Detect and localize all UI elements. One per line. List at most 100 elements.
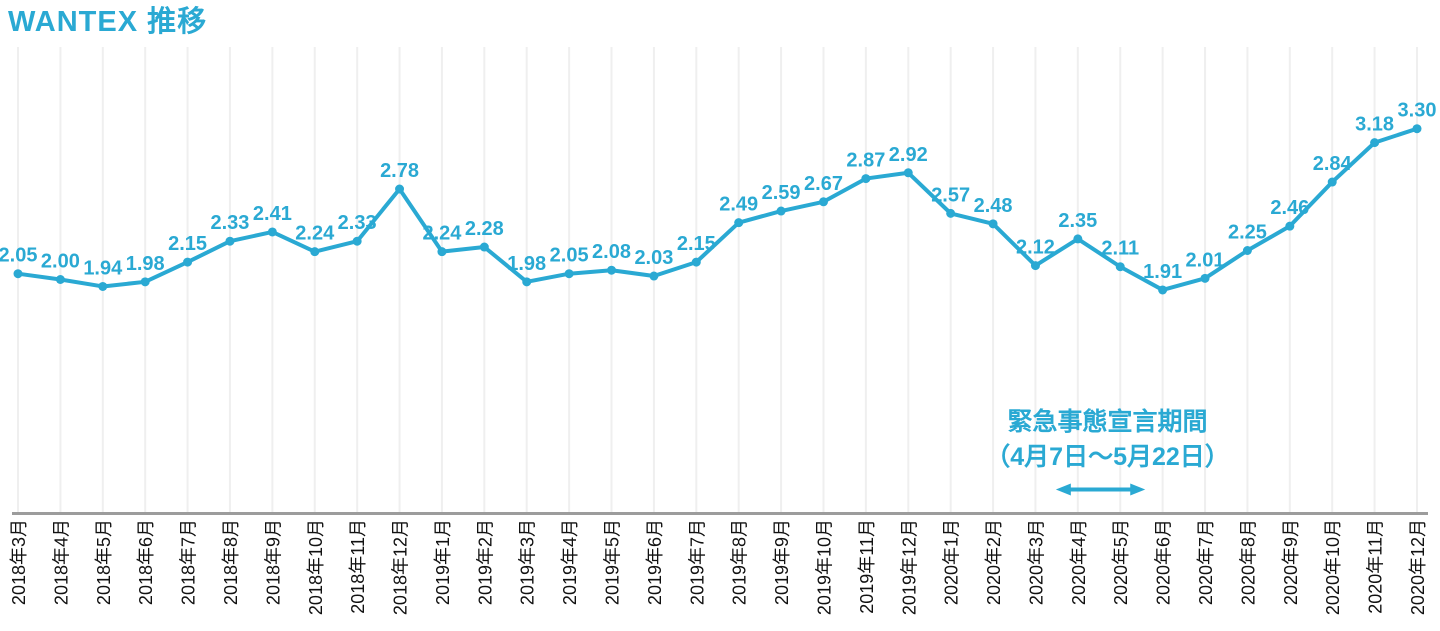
data-point: [395, 184, 405, 194]
data-point-label: 2.92: [889, 144, 928, 166]
data-point: [649, 271, 659, 281]
x-axis-label: 2019年7月: [687, 519, 707, 605]
data-point: [1370, 138, 1380, 148]
x-axis-label: 2018年7月: [179, 519, 199, 605]
x-axis-label: 2020年7月: [1196, 519, 1216, 605]
x-axis-label: 2019年4月: [560, 519, 580, 605]
data-point-label: 2.48: [974, 195, 1013, 217]
x-axis-label: 2019年8月: [730, 519, 750, 605]
data-point-label: 2.12: [1016, 237, 1055, 259]
data-point: [1285, 221, 1295, 231]
data-point-label: 1.98: [126, 253, 165, 275]
data-point: [1200, 273, 1210, 283]
data-point: [225, 236, 235, 246]
data-point: [861, 174, 871, 184]
data-point: [183, 257, 193, 267]
x-axis-label: 2018年10月: [306, 519, 326, 615]
data-point-label: 2.05: [550, 245, 589, 267]
data-point: [776, 206, 786, 216]
data-point-label: 2.41: [253, 203, 292, 225]
x-axis-label: 2020年12月: [1408, 519, 1428, 615]
x-axis-label: 2019年10月: [814, 519, 834, 615]
data-point: [479, 242, 489, 252]
data-point-label: 2.87: [846, 150, 885, 172]
data-point: [607, 265, 617, 275]
data-point-label: 2.33: [211, 212, 250, 234]
trend-line: [16, 126, 1419, 292]
data-point: [1242, 246, 1252, 255]
data-point-label: 2.67: [804, 173, 843, 195]
data-point: [818, 197, 828, 207]
data-point-label: 2.08: [592, 241, 631, 263]
data-point-label: 2.57: [931, 184, 970, 206]
data-point: [1327, 177, 1337, 187]
data-point-label: 2.15: [168, 233, 207, 255]
annotation-arrow-left-head: [1055, 483, 1071, 496]
data-point-label: 3.18: [1355, 114, 1394, 136]
data-point-label: 2.84: [1313, 153, 1353, 175]
x-axis-label: 2018年3月: [9, 519, 29, 605]
data-point: [564, 269, 574, 279]
data-point-label: 2.33: [338, 212, 377, 234]
x-axis-label: 2019年3月: [518, 519, 538, 605]
data-point: [691, 257, 701, 267]
data-point: [1030, 261, 1040, 271]
x-axis-label: 2019年12月: [899, 519, 919, 615]
data-point: [140, 277, 150, 287]
x-axis-label: 2020年2月: [984, 519, 1004, 605]
x-axis-label: 2020年8月: [1238, 519, 1258, 605]
data-point: [310, 247, 320, 257]
x-axis-label: 2020年1月: [942, 519, 962, 605]
annotation-arrow-right-head: [1130, 483, 1146, 496]
x-axis-label: 2018年12月: [391, 519, 411, 615]
annotation-line2: （4月7日〜5月22日）: [985, 442, 1230, 471]
data-point: [1115, 262, 1125, 272]
data-point-label: 2.35: [1058, 210, 1097, 232]
x-axis-label: 2019年9月: [772, 519, 792, 605]
x-axis-label: 2019年1月: [433, 519, 453, 605]
data-point-label: 1.94: [83, 257, 123, 279]
data-point: [903, 168, 913, 178]
x-axis-label: 2020年4月: [1069, 519, 1089, 605]
data-point-label: 2.05: [0, 245, 37, 267]
data-point-label: 2.46: [1270, 197, 1309, 219]
data-point-label: 2.25: [1228, 222, 1267, 244]
x-axis-label: 2018年6月: [136, 519, 156, 605]
x-axis-label: 2019年6月: [645, 519, 665, 605]
data-point: [734, 218, 744, 228]
data-point: [1412, 124, 1422, 134]
data-point-label: 2.11: [1101, 238, 1139, 260]
data-point: [13, 269, 23, 279]
data-point-label: 1.91: [1143, 261, 1182, 283]
x-axis-label: 2019年11月: [857, 519, 877, 614]
data-point-label: 2.01: [1186, 249, 1225, 271]
x-axis-label: 2019年2月: [475, 519, 495, 605]
x-axis-label: 2018年8月: [221, 519, 241, 605]
data-point: [1158, 285, 1168, 295]
x-axis-label: 2020年5月: [1111, 519, 1131, 605]
data-point-label: 2.49: [719, 194, 758, 216]
x-axis-label: 2018年11月: [348, 519, 368, 614]
data-point: [352, 236, 362, 246]
x-axis-label: 2020年11月: [1366, 519, 1386, 614]
data-point: [98, 281, 108, 291]
data-point-label: 2.24: [295, 223, 335, 245]
data-point-label: 1.98: [507, 253, 546, 275]
data-point: [267, 227, 277, 237]
annotation-line1: 緊急事態宣言期間: [1008, 407, 1208, 436]
data-point: [437, 247, 447, 257]
x-axis-label: 2018年9月: [263, 519, 283, 605]
page-title: WANTEX 推移: [8, 6, 208, 38]
x-axis-label: 2020年10月: [1323, 519, 1343, 615]
data-point-label: 2.28: [465, 218, 504, 240]
x-axis-label: 2018年4月: [51, 519, 71, 605]
data-point: [55, 275, 65, 284]
x-axis-label: 2020年9月: [1281, 519, 1301, 605]
data-point-label: 3.30: [1398, 100, 1437, 122]
x-axis-label: 2020年3月: [1026, 519, 1046, 605]
data-point-label: 2.59: [762, 182, 801, 204]
data-point-label: 2.15: [677, 233, 716, 255]
data-point: [988, 219, 998, 229]
